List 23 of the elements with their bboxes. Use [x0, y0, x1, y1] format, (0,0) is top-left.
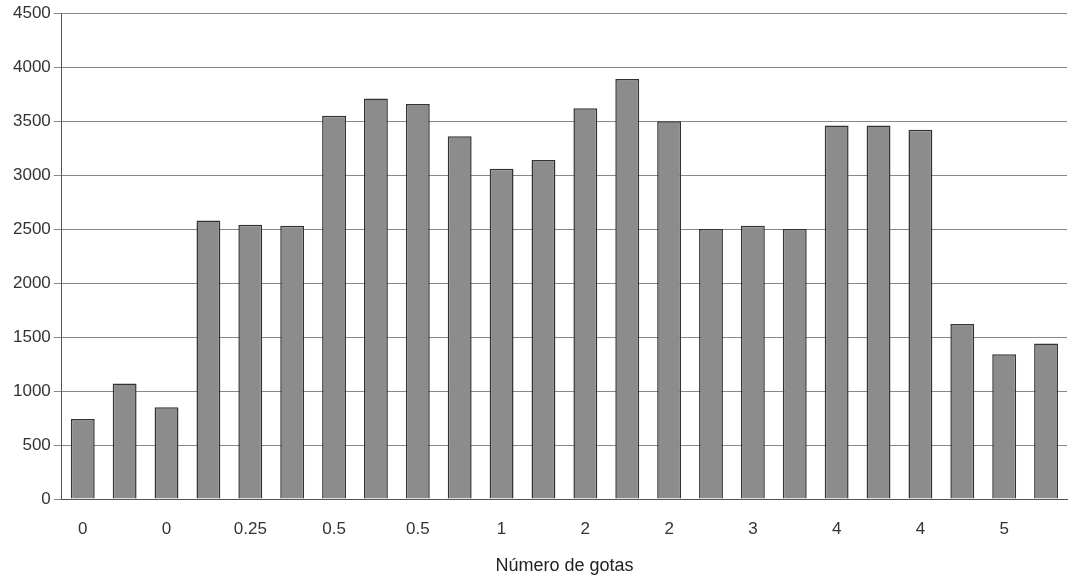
- x-axis-title: Número de gotas: [495, 555, 634, 576]
- x-tick-label: 4: [915, 518, 926, 538]
- x-tick-label: 2: [580, 518, 591, 538]
- x-tick-label: 1: [496, 518, 507, 538]
- y-tick-label: 4500: [12, 2, 51, 22]
- x-tick-label: 3: [748, 518, 758, 538]
- y-tick-label: 0: [41, 488, 51, 508]
- x-tick-label: 0.25: [233, 518, 267, 538]
- x-tick-label: 0.5: [406, 518, 430, 538]
- y-tick-label: 4000: [12, 56, 51, 76]
- x-tick-label: 2: [664, 518, 674, 538]
- x-tick-label: 0: [78, 518, 88, 538]
- x-tick-label: 0.5: [322, 518, 346, 538]
- y-tick-label: 1500: [12, 326, 51, 346]
- y-tick-label: 2500: [12, 218, 51, 238]
- y-tick-label: 2000: [12, 272, 51, 292]
- x-tick-label: 5: [999, 518, 1009, 538]
- y-tick-label: 1000: [12, 380, 51, 400]
- x-tick-label: 0: [161, 518, 172, 538]
- x-tick-label: 4: [831, 518, 842, 538]
- y-tick-label: 500: [22, 434, 51, 454]
- y-tick-label: 3500: [12, 110, 51, 130]
- y-tick-label: 3000: [12, 164, 51, 184]
